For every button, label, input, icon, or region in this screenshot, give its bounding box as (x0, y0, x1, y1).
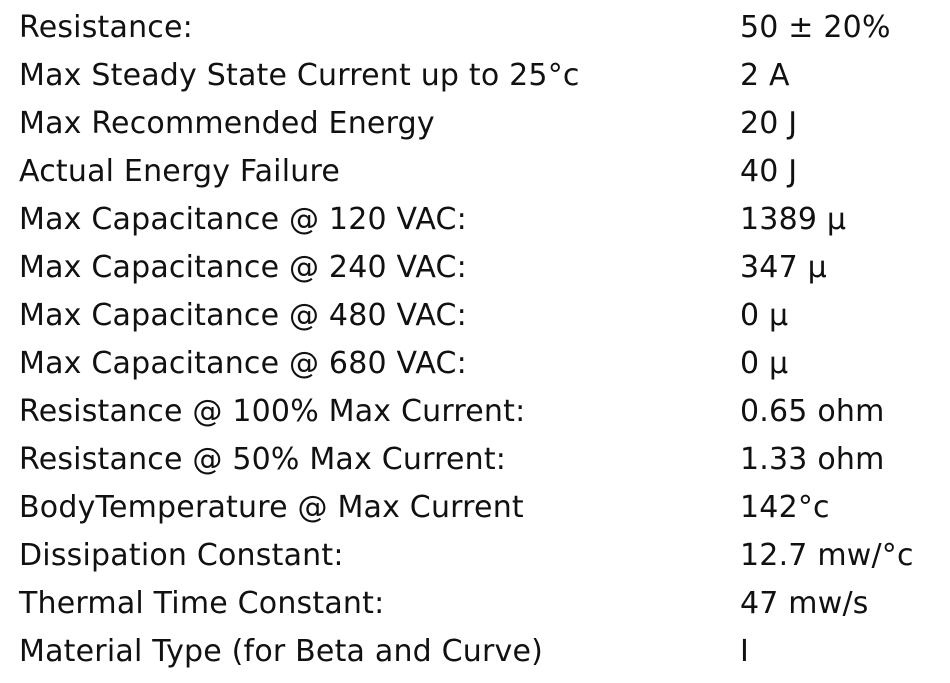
spec-value: 0.65 ohm (740, 394, 885, 429)
spec-label: Max Capacitance @ 240 VAC: (19, 250, 467, 285)
spec-row-material-type: Material Type (for Beta and Curve) I (19, 628, 944, 676)
spec-row-body-temperature: BodyTemperature @ Max Current 142°c (19, 484, 944, 532)
spec-label: Actual Energy Failure (19, 154, 340, 189)
spec-row-resistance: Resistance: 50 ± 20% (19, 4, 944, 52)
spec-label: Resistance @ 100% Max Current: (19, 394, 526, 429)
spec-label: Thermal Time Constant: (19, 586, 385, 621)
spec-value: 1.33 ohm (740, 442, 885, 477)
spec-table: Resistance: 50 ± 20% Max Steady State Cu… (19, 4, 944, 676)
spec-row-max-capacitance-120: Max Capacitance @ 120 VAC: 1389 μ (19, 196, 944, 244)
spec-label: Material Type (for Beta and Curve) (19, 634, 544, 669)
spec-row-thermal-time-constant: Thermal Time Constant: 47 mw/s (19, 580, 944, 628)
spec-label: Max Capacitance @ 120 VAC: (19, 202, 467, 237)
spec-row-resistance-50-max-current: Resistance @ 50% Max Current: 1.33 ohm (19, 436, 944, 484)
spec-label: BodyTemperature @ Max Current (19, 490, 524, 525)
spec-value: 142°c (740, 490, 830, 525)
spec-value: 12.7 mw/°c (740, 538, 914, 573)
spec-value: 1389 μ (740, 202, 847, 237)
spec-value: 0 μ (740, 346, 789, 381)
spec-row-max-capacitance-680: Max Capacitance @ 680 VAC: 0 μ (19, 340, 944, 388)
spec-value: 47 mw/s (740, 586, 869, 621)
spec-row-max-capacitance-480: Max Capacitance @ 480 VAC: 0 μ (19, 292, 944, 340)
spec-label: Max Capacitance @ 480 VAC: (19, 298, 467, 333)
spec-label: Resistance @ 50% Max Current: (19, 442, 507, 477)
spec-label: Resistance: (19, 10, 193, 45)
spec-row-dissipation-constant: Dissipation Constant: 12.7 mw/°c (19, 532, 944, 580)
spec-value: 2 A (740, 58, 790, 93)
spec-row-max-steady-state-current: Max Steady State Current up to 25°c 2 A (19, 52, 944, 100)
spec-row-max-capacitance-240: Max Capacitance @ 240 VAC: 347 μ (19, 244, 944, 292)
spec-value: 20 J (740, 106, 798, 141)
spec-label: Max Recommended Energy (19, 106, 435, 141)
spec-value: 40 J (740, 154, 798, 189)
spec-value: 0 μ (740, 298, 789, 333)
spec-label: Max Steady State Current up to 25°c (19, 58, 580, 93)
spec-row-max-recommended-energy: Max Recommended Energy 20 J (19, 100, 944, 148)
spec-label: Dissipation Constant: (19, 538, 344, 573)
spec-value: I (740, 634, 750, 669)
spec-row-resistance-100-max-current: Resistance @ 100% Max Current: 0.65 ohm (19, 388, 944, 436)
spec-value: 347 μ (740, 250, 827, 285)
spec-value: 50 ± 20% (740, 10, 891, 45)
spec-label: Max Capacitance @ 680 VAC: (19, 346, 467, 381)
spec-row-actual-energy-failure: Actual Energy Failure 40 J (19, 148, 944, 196)
